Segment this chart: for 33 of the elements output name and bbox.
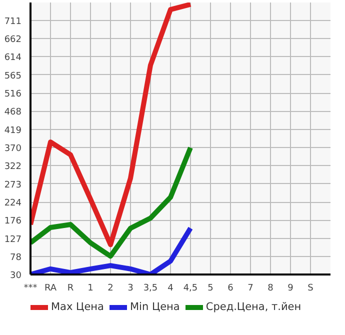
x-tick-label: 1: [88, 284, 94, 294]
x-tick-label: RA: [44, 284, 58, 294]
legend-label: Сред.Цена, т.йен: [206, 301, 302, 313]
y-tick-label: 662: [4, 35, 22, 46]
y-tick-label: 468: [4, 108, 22, 118]
x-tick-label: 4: [168, 284, 174, 294]
x-tick-label: 4,5: [183, 284, 198, 294]
x-tick-label: R: [67, 284, 74, 294]
x-tick-label: 5: [208, 284, 214, 294]
y-tick-label: 127: [4, 234, 22, 245]
y-tick-label: 711: [4, 16, 22, 27]
y-tick-label: 273: [4, 180, 22, 190]
y-tick-label: 516: [4, 90, 22, 100]
y-tick-label: 614: [4, 53, 22, 64]
legend-label: Max Цена: [51, 301, 104, 313]
x-tick-label: 9: [288, 284, 294, 294]
x-tick-label: 2: [108, 284, 114, 294]
y-tick-label: 419: [4, 126, 22, 136]
x-tick-label: ***: [24, 284, 38, 294]
y-tick-label: 176: [4, 216, 22, 227]
x-tick-label: 7: [248, 284, 254, 294]
x-tick-label: 3,5: [143, 284, 158, 294]
y-tick-label: 224: [4, 198, 22, 209]
y-tick-label: 30: [10, 271, 22, 281]
y-tick-label: 565: [4, 71, 22, 82]
x-tick-label: 3: [128, 284, 134, 294]
legend-label: Min Цена: [130, 301, 180, 313]
y-tick-label: 370: [4, 144, 22, 154]
y-tick-label: 322: [4, 162, 22, 172]
x-tick-label: S: [308, 284, 314, 294]
x-tick-label: 8: [268, 284, 274, 294]
y-tick-label: 78: [10, 253, 22, 264]
x-tick-label: 6: [228, 284, 234, 294]
